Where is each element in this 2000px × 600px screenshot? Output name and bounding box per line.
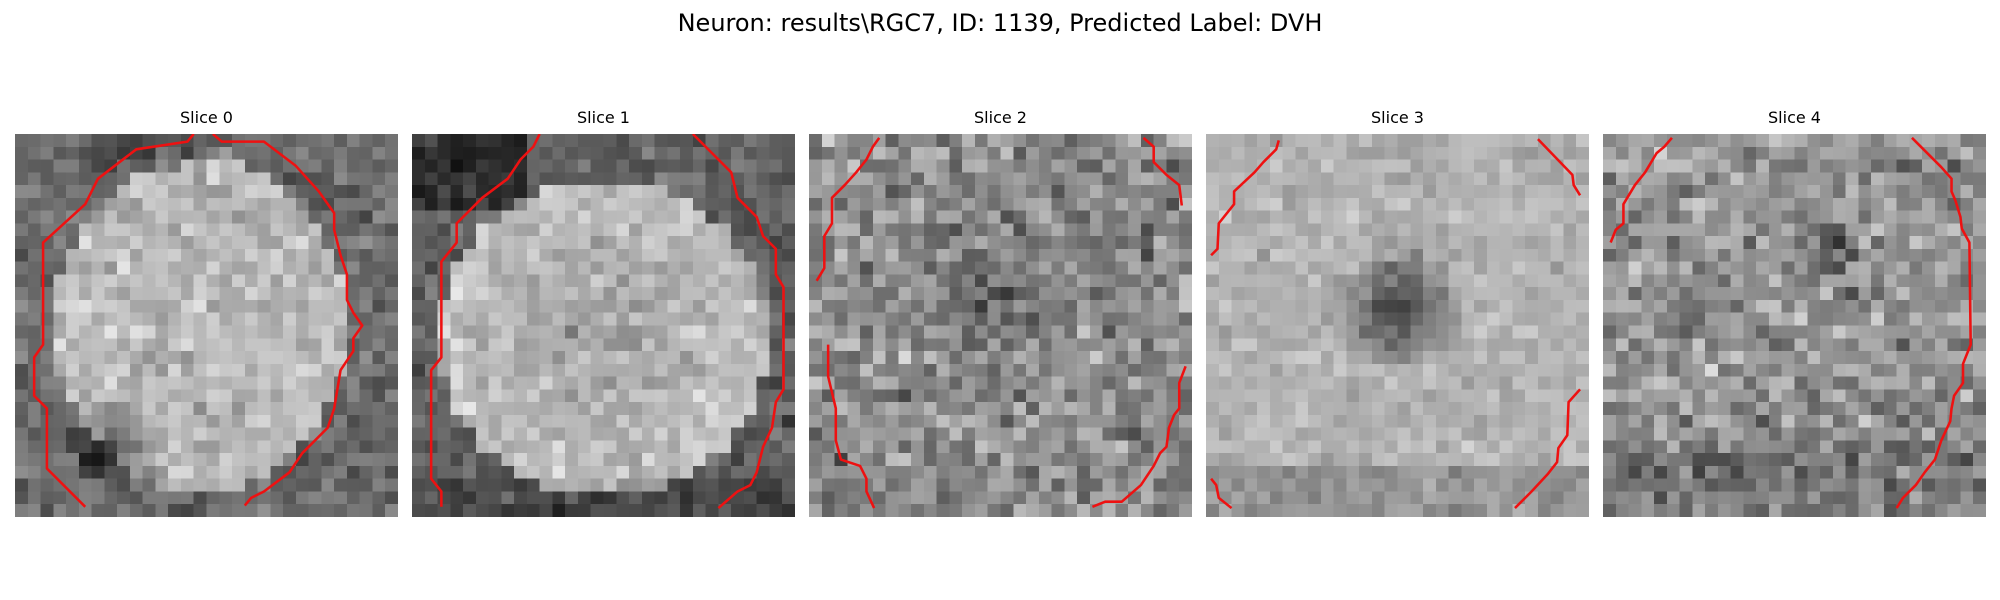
- roi-contour-line: [1210, 477, 1233, 510]
- pixel-grid: [15, 134, 398, 517]
- slice-panel-1: Slice 1: [412, 108, 795, 517]
- roi-contour-line: [1895, 136, 1972, 509]
- roi-contour-line: [1210, 140, 1280, 257]
- slice-title-2: Slice 2: [974, 108, 1027, 127]
- roi-contour-line: [691, 134, 785, 510]
- pixel-grid: [412, 134, 795, 517]
- roi-contour-line: [429, 134, 541, 507]
- roi-contour-line: [1609, 136, 1673, 243]
- roi-contour-line: [1514, 388, 1582, 509]
- slice-title-0: Slice 0: [180, 108, 233, 127]
- roi-contour-line: [1142, 136, 1184, 206]
- slice-image-2: [809, 134, 1192, 517]
- pixel-grid: [1603, 134, 1986, 517]
- slice-title-1: Slice 1: [577, 108, 630, 127]
- roi-contour-line: [815, 137, 881, 282]
- slice-image-4: [1603, 134, 1986, 517]
- slice-panel-4: Slice 4: [1603, 108, 1986, 517]
- roi-contour-line: [32, 134, 195, 508]
- slice-image-0: [15, 134, 398, 517]
- slice-title-4: Slice 4: [1768, 108, 1821, 127]
- roi-contour-line: [1091, 365, 1187, 508]
- slice-image-3: [1206, 134, 1589, 517]
- pixel-grid: [1206, 134, 1589, 517]
- slice-panel-2: Slice 2: [809, 108, 1192, 517]
- slice-panel-3: Slice 3: [1206, 108, 1589, 517]
- roi-contour-line: [212, 134, 364, 507]
- roi-contour-line: [1537, 138, 1582, 196]
- slice-title-3: Slice 3: [1371, 108, 1424, 127]
- slice-panel-0: Slice 0: [15, 108, 398, 517]
- slice-image-1: [412, 134, 795, 517]
- pixel-grid: [809, 134, 1192, 517]
- roi-contour-line: [826, 344, 876, 509]
- figure-title: Neuron: results\RGC7, ID: 1139, Predicte…: [677, 9, 1323, 37]
